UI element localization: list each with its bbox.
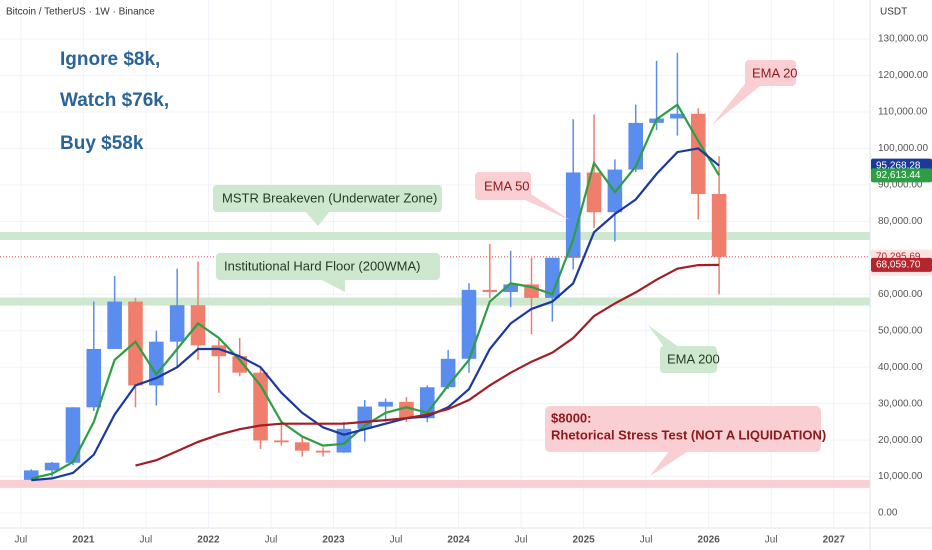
x-tick-label: Jul (515, 535, 528, 546)
x-tick-label: Jul (265, 535, 278, 546)
candle-body (440, 358, 456, 388)
callout-pointer (305, 211, 330, 226)
candle-body (586, 172, 602, 213)
y-tick-label: 110,000.00 (878, 107, 928, 118)
y-tick-label: 80,000.00 (878, 216, 923, 227)
callout-text: Institutional Hard Floor (200WMA) (224, 258, 421, 273)
callout-pointer (320, 279, 345, 292)
price-tag-label: 95,268.28 (876, 160, 921, 171)
candle-body (399, 401, 414, 419)
candle-body (294, 442, 310, 451)
x-tick-label: Jul (14, 535, 27, 546)
candle-body (44, 462, 60, 471)
x-tick-label: 2023 (322, 535, 345, 546)
y-tick-label: 10,000.00 (878, 471, 923, 482)
y-tick-label: 120,000.00 (878, 70, 928, 81)
y-tick-label: 20,000.00 (878, 435, 923, 446)
ema-line (31, 103, 721, 480)
x-tick-label: 2025 (572, 535, 595, 546)
callout-text: EMA 50 (484, 178, 530, 193)
candle-body (545, 257, 560, 298)
callout-box (745, 60, 796, 86)
candle-body (628, 122, 644, 170)
x-tick-label: 2024 (447, 535, 470, 546)
y-tick-label: 60,000.00 (878, 289, 923, 300)
y-tick-label: 50,000.00 (878, 325, 923, 336)
callout-text: EMA 200 (667, 351, 720, 366)
candle-body (670, 113, 685, 119)
candle-body (190, 305, 206, 346)
candle-body (274, 440, 289, 443)
price-tag-label: 70,295.69 (876, 251, 921, 262)
callout-pointer (648, 325, 680, 348)
callout-text: MSTR Breakeven (Underwater Zone) (222, 190, 437, 205)
y-tick-label: 40,000.00 (878, 362, 923, 373)
ema-line (31, 147, 720, 482)
headline: Buy $58k (60, 133, 144, 154)
candle-body (482, 289, 498, 293)
callouts: MSTR Breakeven (Underwater Zone) Institu… (213, 60, 826, 476)
zone-band (0, 297, 870, 306)
price-tag-label: 68,059.70 (876, 260, 921, 271)
marks (0, 52, 870, 482)
callout-pointer (650, 450, 690, 476)
x-tick-label: 2022 (197, 535, 220, 546)
headline: Ignore $8k, (60, 49, 160, 70)
candle-body (461, 289, 477, 359)
candle-body (107, 301, 122, 349)
candle-body (149, 341, 164, 386)
price-tag (871, 168, 932, 183)
y-tick-label: 30,000.00 (878, 398, 923, 409)
price-tag (871, 257, 932, 272)
x-tick-label: Jul (765, 535, 778, 546)
background (0, 0, 870, 528)
price-tag-label: 92,613.44 (876, 170, 921, 181)
candle-body (23, 470, 39, 480)
chart-title: Bitcoin / TetherUS · 1W · Binance (6, 7, 155, 18)
x-tick-label: Jul (640, 535, 653, 546)
y-tick-label: 0.00 (878, 508, 898, 519)
y-tick-label: 100,000.00 (878, 143, 928, 154)
callout-text: $8000: (551, 410, 591, 425)
x-tick-label: 2026 (698, 535, 721, 546)
callout-pointer (712, 80, 760, 125)
callout-box (213, 185, 442, 212)
x-tick-label: Jul (390, 535, 403, 546)
axes: 0.00 10,000.00 20,000.00 30,000.00 40,000.00… (14, 34, 932, 546)
headline: Watch $76k, (60, 90, 169, 111)
y-tick-label: 90,000.00 (878, 180, 923, 191)
candle-body (253, 372, 268, 441)
candle-body (169, 305, 185, 342)
callout-box (216, 253, 440, 280)
callout-box (660, 346, 717, 373)
candle-body (232, 356, 247, 373)
x-tick-label: Jul (140, 535, 153, 546)
x-tick-label: 2027 (823, 535, 846, 546)
candle-body (211, 345, 227, 357)
callout-box (545, 406, 821, 452)
candle-body (711, 193, 727, 257)
candle-body (565, 172, 581, 258)
callout-text: Rhetorical Stress Test (NOT A LIQUIDATIO… (551, 427, 826, 442)
candle-body (503, 284, 518, 293)
currency: USDT (880, 7, 907, 18)
callout-box (475, 172, 531, 200)
candle-body (419, 387, 435, 419)
y-tick-label: 130,000.00 (878, 34, 928, 45)
callout-pointer (525, 190, 570, 220)
zone-band (0, 231, 870, 240)
candle-body (378, 401, 393, 407)
candle-body (315, 450, 331, 453)
candle-body (86, 348, 102, 408)
x-tick-label: 2021 (72, 535, 95, 546)
zone-band (0, 479, 870, 488)
ema-line (135, 263, 720, 467)
candle-body (65, 407, 81, 463)
callout-text: EMA 20 (752, 65, 798, 80)
